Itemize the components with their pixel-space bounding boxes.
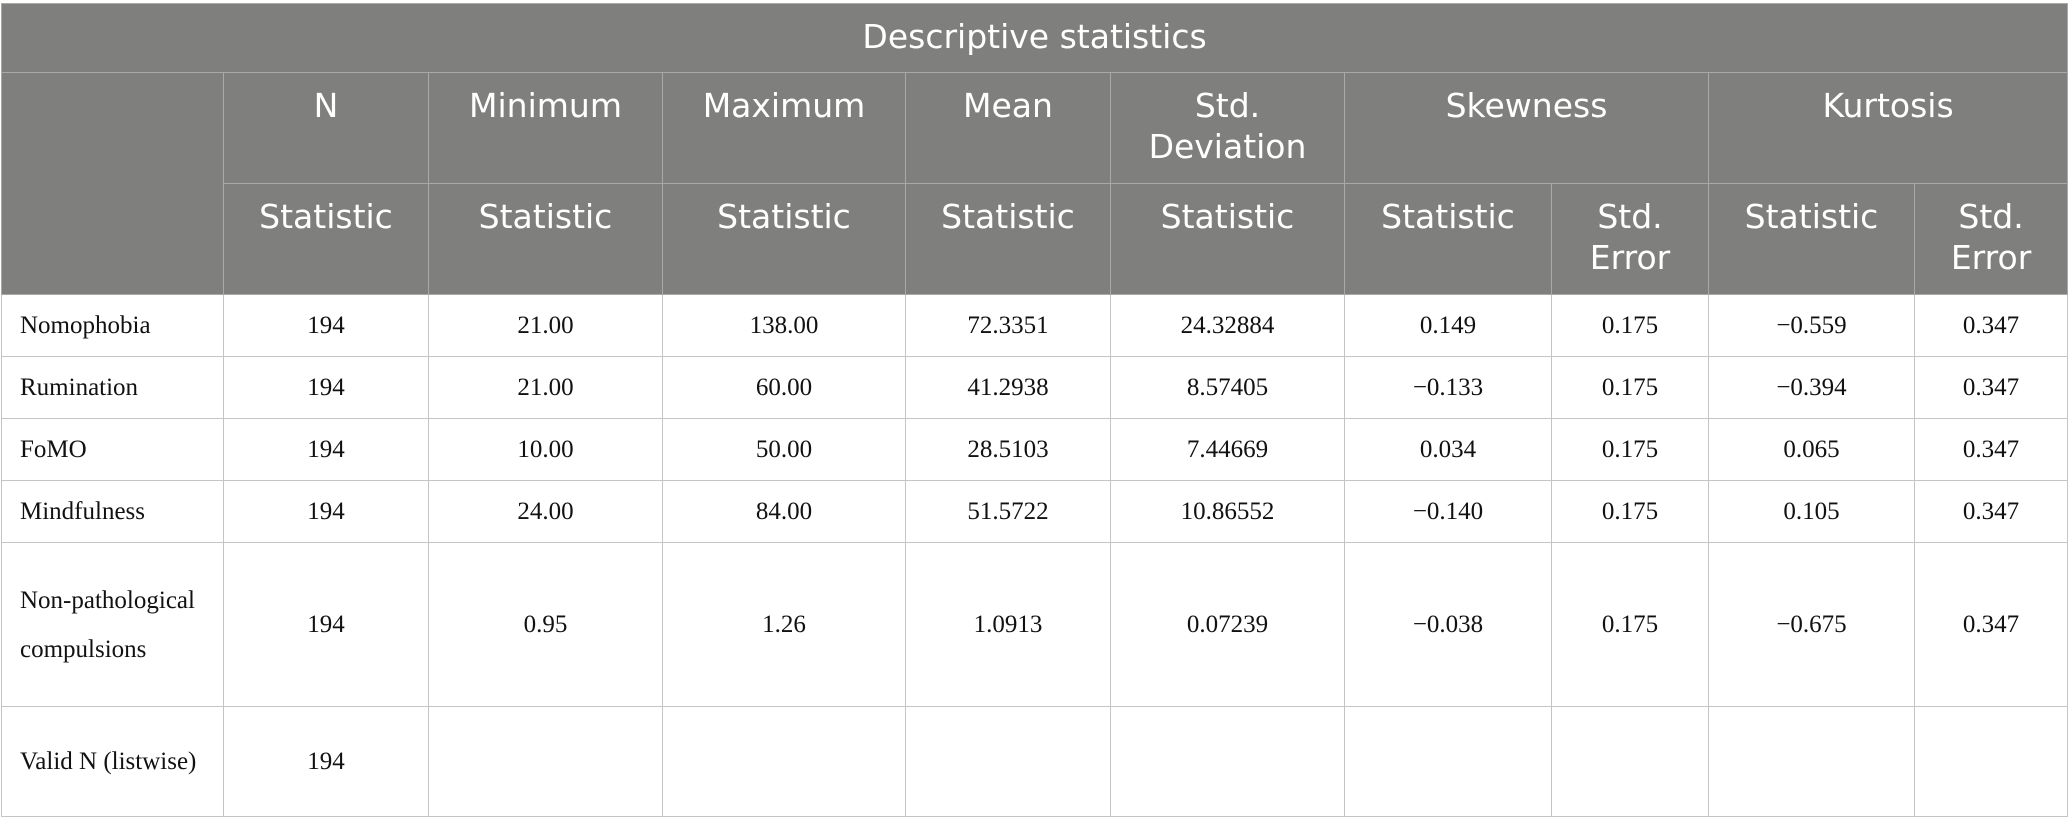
cell: 84.00 — [662, 480, 906, 543]
cell: 72.3351 — [905, 294, 1111, 357]
table-row: FoMO 194 10.00 50.00 28.5103 7.44669 0.034 0.17… — [1, 418, 2068, 481]
header-cell: Statistic — [662, 183, 906, 295]
header-cell: Statistic — [1110, 183, 1345, 295]
row-label: Non-pathological compulsions — [1, 542, 224, 707]
cell: 0.95 — [428, 542, 663, 707]
cell: 24.32884 — [1110, 294, 1345, 357]
cell: 0.149 — [1344, 294, 1552, 357]
header-cell: Statistic — [1344, 183, 1552, 295]
cell: 1.0913 — [905, 542, 1111, 707]
row-label: Nomophobia — [1, 294, 224, 357]
cell: −0.394 — [1708, 356, 1915, 419]
header-cell: Kurtosis — [1707, 72, 2068, 184]
cell: 10.86552 — [1110, 480, 1345, 543]
cell: 0.065 — [1708, 418, 1915, 481]
cell: 0.347 — [1913, 542, 2068, 707]
cell: 0.175 — [1551, 418, 1709, 481]
cell: 1.26 — [662, 542, 906, 707]
header-cell: Minimum — [428, 72, 663, 184]
table-title: Descriptive statistics — [0, 3, 2068, 73]
empty-cell — [1708, 706, 1915, 817]
cell: 138.00 — [662, 294, 906, 357]
table-row: Non-pathological compulsions 194 0.95 1.26 1… — [1, 542, 2068, 707]
header-cell: Maximum — [662, 72, 906, 184]
cell: 24.00 — [428, 480, 663, 543]
header-cell: Std. Deviation — [1110, 72, 1345, 184]
header-cell: Std. Error — [1913, 183, 2068, 295]
header-cell: Statistic — [223, 183, 429, 295]
cell: 194 — [223, 418, 429, 481]
cell: −0.559 — [1708, 294, 1915, 357]
cell: 0.105 — [1708, 480, 1915, 543]
cell: −0.675 — [1708, 542, 1915, 707]
cell: 194 — [223, 294, 429, 357]
cell: 21.00 — [428, 356, 663, 419]
cell: 0.347 — [1913, 480, 2068, 543]
cell: 0.034 — [1344, 418, 1552, 481]
row-label: FoMO — [1, 418, 224, 481]
empty-cell — [905, 706, 1111, 817]
cell: 194 — [223, 542, 429, 707]
row-label: Mindfulness — [1, 480, 224, 543]
stats-table: Descriptive statistics N Minimum Maximum… — [0, 3, 2068, 817]
cell: 0.175 — [1551, 542, 1709, 707]
cell: 50.00 — [662, 418, 906, 481]
header-blank — [1, 72, 224, 295]
cell: 194 — [223, 480, 429, 543]
table-row: Rumination 194 21.00 60.00 41.2938 8.57405 −0.… — [1, 356, 2068, 419]
header-cell: Mean — [905, 72, 1111, 184]
page: Descriptive statistics N Minimum Maximum… — [0, 3, 2068, 833]
cell: 51.5722 — [905, 480, 1111, 543]
cell: 0.347 — [1913, 294, 2068, 357]
cell: 0.347 — [1913, 356, 2068, 419]
empty-cell — [662, 706, 906, 817]
cell: 28.5103 — [905, 418, 1111, 481]
empty-cell — [1913, 706, 2068, 817]
cell: 194 — [223, 706, 429, 817]
cell: 8.57405 — [1110, 356, 1345, 419]
cell: 7.44669 — [1110, 418, 1345, 481]
header-cell: Std. Error — [1551, 183, 1709, 295]
empty-cell — [1344, 706, 1552, 817]
cell: 194 — [223, 356, 429, 419]
cell: 0.07239 — [1110, 542, 1345, 707]
empty-cell — [428, 706, 663, 817]
table-row: Valid N (listwise) 194 — [1, 706, 2068, 817]
header-cell: Statistic — [1708, 183, 1915, 295]
table-row: Mindfulness 194 24.00 84.00 51.5722 10.86552−… — [1, 480, 2068, 543]
cell: 10.00 — [428, 418, 663, 481]
empty-cell — [1110, 706, 1345, 817]
header-cell: Statistic — [428, 183, 663, 295]
header-cell: Statistic — [905, 183, 1111, 295]
cell: 0.175 — [1551, 294, 1709, 357]
cell: −0.038 — [1344, 542, 1552, 707]
cell: 21.00 — [428, 294, 663, 357]
row-label: Valid N (listwise) — [1, 706, 224, 817]
cell: −0.140 — [1344, 480, 1552, 543]
cell: 0.175 — [1551, 480, 1709, 543]
row-label: Rumination — [1, 356, 224, 419]
cell: 0.175 — [1551, 356, 1709, 419]
cell: 0.347 — [1913, 418, 2068, 481]
empty-cell — [1551, 706, 1709, 817]
cell: 60.00 — [662, 356, 906, 419]
header-cell: N — [223, 72, 429, 184]
cell: −0.133 — [1344, 356, 1552, 419]
header-cell: Skewness — [1344, 72, 1709, 184]
cell: 41.2938 — [905, 356, 1111, 419]
table-row: Nomophobia 194 21.00 138.00 72.3351 24.32884 0… — [1, 294, 2068, 357]
